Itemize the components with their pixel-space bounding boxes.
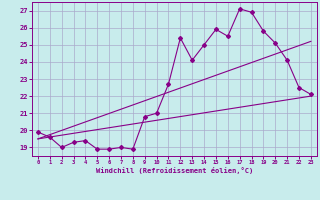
X-axis label: Windchill (Refroidissement éolien,°C): Windchill (Refroidissement éolien,°C) — [96, 167, 253, 174]
